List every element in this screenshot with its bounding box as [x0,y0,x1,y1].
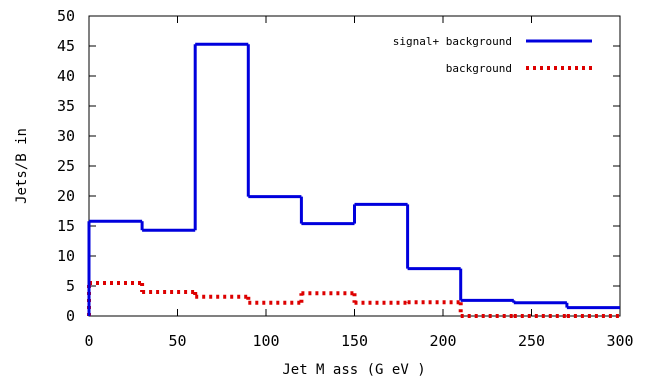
y-tick-label: 5 [66,277,75,295]
series-signal-plus-background [87,42,620,316]
x-tick-label: 0 [84,332,93,350]
plot-frame [88,15,621,317]
y-tick-label: 35 [57,97,75,115]
x-axis-title: Jet M ass (G eV ) [282,362,425,378]
y-tick-label: 40 [57,67,75,85]
y-tick-label: 10 [57,247,75,265]
y-tick-label: 50 [57,7,75,25]
axis-ticks: 0 5 10 15 20 25 30 35 40 45 50 0 50 100 150 200 250 300 [57,7,634,350]
y-tick-label: 0 [66,307,75,325]
y-tick-label: 20 [57,187,75,205]
legend-label: signal+ background [393,35,512,48]
y-tick-label: 45 [57,37,75,55]
x-tick-label: 100 [252,332,279,350]
legend-label: background [446,62,512,75]
legend: signal+ background background [393,35,592,75]
x-tick-label: 250 [518,332,545,350]
x-tick-label: 50 [168,332,186,350]
x-tick-label: 200 [429,332,456,350]
y-tick-label: 15 [57,217,75,235]
series-layer [87,42,620,318]
y-tick-label: 25 [57,157,75,175]
y-axis-title: Jets/B in [14,128,30,204]
x-tick-label: 150 [341,332,368,350]
y-tick-label: 30 [57,127,75,145]
x-tick-label: 300 [606,332,633,350]
